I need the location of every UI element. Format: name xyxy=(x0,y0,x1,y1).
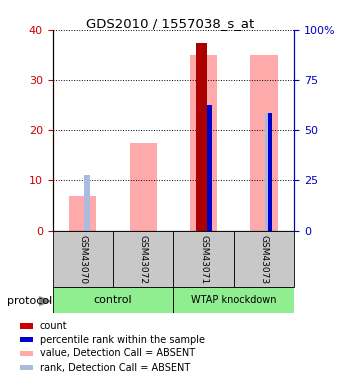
Text: protocol: protocol xyxy=(7,296,52,306)
Bar xyxy=(84,176,90,231)
Polygon shape xyxy=(39,296,52,306)
FancyBboxPatch shape xyxy=(173,231,234,287)
FancyBboxPatch shape xyxy=(173,287,294,313)
FancyBboxPatch shape xyxy=(234,231,294,287)
Text: percentile rank within the sample: percentile rank within the sample xyxy=(40,335,205,345)
Text: GSM43073: GSM43073 xyxy=(259,235,268,284)
Bar xyxy=(20,365,33,370)
Text: WTAP knockdown: WTAP knockdown xyxy=(191,295,276,305)
Text: control: control xyxy=(94,295,132,305)
Bar xyxy=(207,105,212,231)
Text: GDS2010 / 1557038_s_at: GDS2010 / 1557038_s_at xyxy=(86,17,254,30)
Bar xyxy=(250,55,277,231)
Text: count: count xyxy=(40,321,67,331)
Bar xyxy=(265,113,271,231)
Text: rank, Detection Call = ABSENT: rank, Detection Call = ABSENT xyxy=(40,363,190,373)
Bar xyxy=(20,337,33,342)
Bar xyxy=(20,351,33,356)
Bar xyxy=(69,195,97,231)
Text: GSM43070: GSM43070 xyxy=(79,235,87,284)
Bar xyxy=(130,143,157,231)
Bar xyxy=(20,324,33,329)
Bar xyxy=(190,55,217,231)
Bar xyxy=(268,113,272,231)
FancyBboxPatch shape xyxy=(53,287,173,313)
Text: GSM43071: GSM43071 xyxy=(199,235,208,284)
FancyBboxPatch shape xyxy=(53,231,113,287)
FancyBboxPatch shape xyxy=(113,231,173,287)
Text: GSM43072: GSM43072 xyxy=(139,235,148,284)
Text: value, Detection Call = ABSENT: value, Detection Call = ABSENT xyxy=(40,348,195,358)
Bar xyxy=(196,42,207,231)
